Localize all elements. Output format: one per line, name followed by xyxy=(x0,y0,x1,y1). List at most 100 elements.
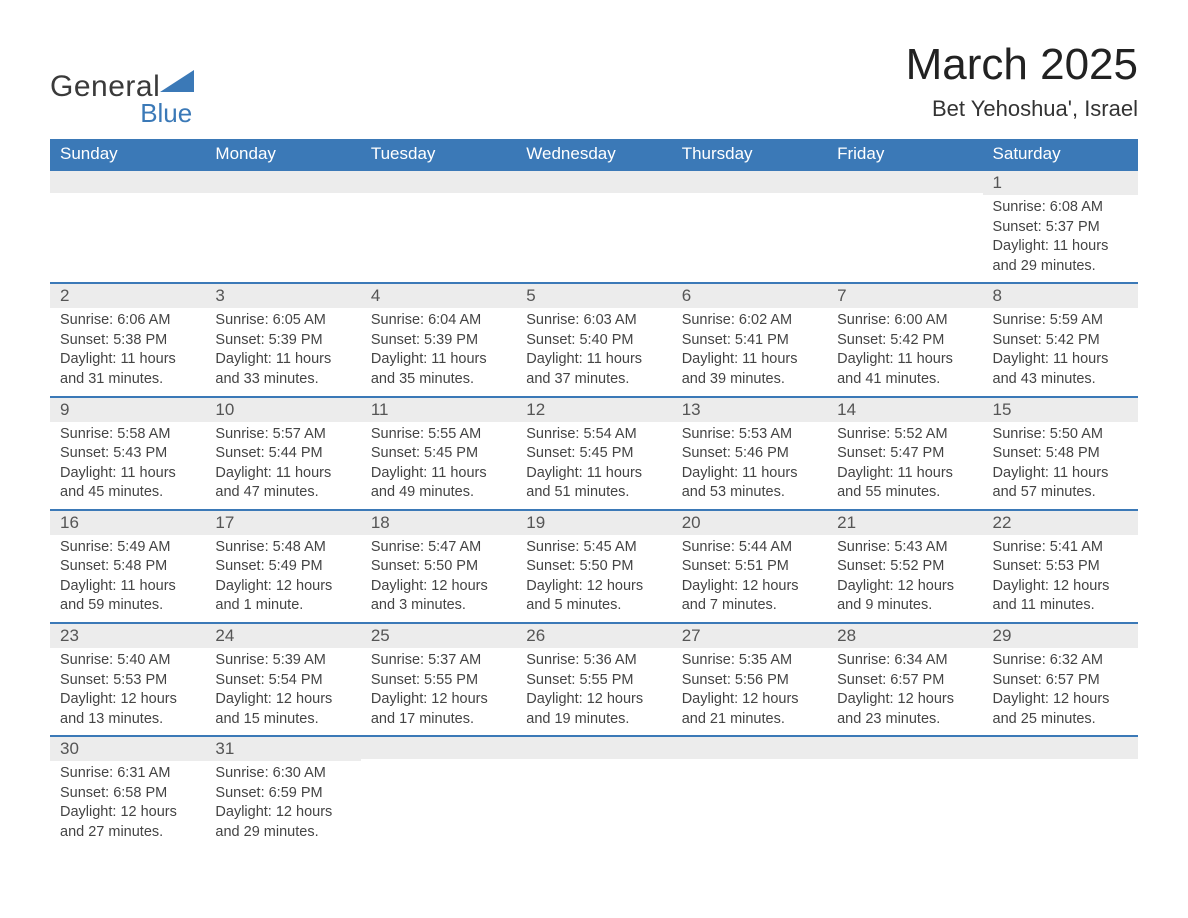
daylight-line: Daylight: 12 hours and 27 minutes. xyxy=(60,803,195,842)
day-details xyxy=(361,759,516,829)
day-number: 9 xyxy=(50,398,205,422)
weekday-header: Wednesday xyxy=(516,139,671,170)
daylight-line: Daylight: 11 hours and 55 minutes. xyxy=(837,464,972,503)
sunrise-line: Sunrise: 5:53 AM xyxy=(682,425,817,445)
month-title: March 2025 xyxy=(906,40,1138,90)
day-number xyxy=(827,737,982,759)
day-number: 12 xyxy=(516,398,671,422)
sunset-line: Sunset: 5:45 PM xyxy=(371,444,506,464)
sunset-line: Sunset: 6:58 PM xyxy=(60,784,195,804)
calendar-cell: 7Sunrise: 6:00 AMSunset: 5:42 PMDaylight… xyxy=(827,283,982,396)
weekday-header: Monday xyxy=(205,139,360,170)
weekday-header: Thursday xyxy=(672,139,827,170)
calendar-cell: 21Sunrise: 5:43 AMSunset: 5:52 PMDayligh… xyxy=(827,510,982,623)
sunrise-line: Sunrise: 6:03 AM xyxy=(526,311,661,331)
day-number: 8 xyxy=(983,284,1138,308)
day-details xyxy=(827,193,982,263)
calendar-cell: 6Sunrise: 6:02 AMSunset: 5:41 PMDaylight… xyxy=(672,283,827,396)
day-details: Sunrise: 5:40 AMSunset: 5:53 PMDaylight:… xyxy=(50,648,205,735)
daylight-line: Daylight: 11 hours and 37 minutes. xyxy=(526,350,661,389)
calendar-table: SundayMondayTuesdayWednesdayThursdayFrid… xyxy=(50,139,1138,849)
weekday-header: Sunday xyxy=(50,139,205,170)
sunset-line: Sunset: 5:48 PM xyxy=(60,557,195,577)
calendar-cell: 11Sunrise: 5:55 AMSunset: 5:45 PMDayligh… xyxy=(361,397,516,510)
sunset-line: Sunset: 5:39 PM xyxy=(215,331,350,351)
calendar-cell xyxy=(516,736,671,848)
calendar-cell: 3Sunrise: 6:05 AMSunset: 5:39 PMDaylight… xyxy=(205,283,360,396)
calendar-cell xyxy=(50,170,205,283)
sunrise-line: Sunrise: 5:36 AM xyxy=(526,651,661,671)
calendar-cell: 29Sunrise: 6:32 AMSunset: 6:57 PMDayligh… xyxy=(983,623,1138,736)
sunrise-line: Sunrise: 5:37 AM xyxy=(371,651,506,671)
sunrise-line: Sunrise: 6:30 AM xyxy=(215,764,350,784)
sunset-line: Sunset: 5:50 PM xyxy=(371,557,506,577)
day-details: Sunrise: 6:05 AMSunset: 5:39 PMDaylight:… xyxy=(205,308,360,395)
sunset-line: Sunset: 5:37 PM xyxy=(993,218,1128,238)
day-details xyxy=(205,193,360,263)
day-details: Sunrise: 6:00 AMSunset: 5:42 PMDaylight:… xyxy=(827,308,982,395)
daylight-line: Daylight: 12 hours and 1 minute. xyxy=(215,577,350,616)
day-number: 21 xyxy=(827,511,982,535)
day-details: Sunrise: 5:36 AMSunset: 5:55 PMDaylight:… xyxy=(516,648,671,735)
daylight-line: Daylight: 11 hours and 51 minutes. xyxy=(526,464,661,503)
day-details: Sunrise: 6:30 AMSunset: 6:59 PMDaylight:… xyxy=(205,761,360,848)
day-number xyxy=(672,171,827,193)
calendar-cell: 18Sunrise: 5:47 AMSunset: 5:50 PMDayligh… xyxy=(361,510,516,623)
calendar-cell xyxy=(827,736,982,848)
day-details: Sunrise: 5:50 AMSunset: 5:48 PMDaylight:… xyxy=(983,422,1138,509)
day-details: Sunrise: 6:03 AMSunset: 5:40 PMDaylight:… xyxy=(516,308,671,395)
day-details: Sunrise: 5:35 AMSunset: 5:56 PMDaylight:… xyxy=(672,648,827,735)
day-number: 26 xyxy=(516,624,671,648)
calendar-body: 1Sunrise: 6:08 AMSunset: 5:37 PMDaylight… xyxy=(50,170,1138,849)
sunset-line: Sunset: 6:57 PM xyxy=(993,671,1128,691)
day-details xyxy=(672,193,827,263)
day-number xyxy=(516,171,671,193)
day-details: Sunrise: 6:08 AMSunset: 5:37 PMDaylight:… xyxy=(983,195,1138,282)
calendar-cell: 5Sunrise: 6:03 AMSunset: 5:40 PMDaylight… xyxy=(516,283,671,396)
calendar-cell: 8Sunrise: 5:59 AMSunset: 5:42 PMDaylight… xyxy=(983,283,1138,396)
calendar-cell: 24Sunrise: 5:39 AMSunset: 5:54 PMDayligh… xyxy=(205,623,360,736)
calendar-cell xyxy=(361,736,516,848)
sunrise-line: Sunrise: 5:54 AM xyxy=(526,425,661,445)
calendar-cell: 22Sunrise: 5:41 AMSunset: 5:53 PMDayligh… xyxy=(983,510,1138,623)
location-subtitle: Bet Yehoshua', Israel xyxy=(906,96,1138,122)
day-details: Sunrise: 5:52 AMSunset: 5:47 PMDaylight:… xyxy=(827,422,982,509)
sunset-line: Sunset: 5:50 PM xyxy=(526,557,661,577)
day-details: Sunrise: 5:57 AMSunset: 5:44 PMDaylight:… xyxy=(205,422,360,509)
day-number: 30 xyxy=(50,737,205,761)
sunset-line: Sunset: 5:40 PM xyxy=(526,331,661,351)
daylight-line: Daylight: 11 hours and 49 minutes. xyxy=(371,464,506,503)
weekday-header: Tuesday xyxy=(361,139,516,170)
calendar-cell: 20Sunrise: 5:44 AMSunset: 5:51 PMDayligh… xyxy=(672,510,827,623)
day-details: Sunrise: 5:41 AMSunset: 5:53 PMDaylight:… xyxy=(983,535,1138,622)
calendar-cell xyxy=(827,170,982,283)
day-number xyxy=(827,171,982,193)
sunrise-line: Sunrise: 5:58 AM xyxy=(60,425,195,445)
daylight-line: Daylight: 11 hours and 33 minutes. xyxy=(215,350,350,389)
day-number: 11 xyxy=(361,398,516,422)
sunrise-line: Sunrise: 6:08 AM xyxy=(993,198,1128,218)
calendar-cell xyxy=(205,170,360,283)
daylight-line: Daylight: 12 hours and 17 minutes. xyxy=(371,690,506,729)
day-details: Sunrise: 5:54 AMSunset: 5:45 PMDaylight:… xyxy=(516,422,671,509)
day-number xyxy=(205,171,360,193)
calendar-cell: 16Sunrise: 5:49 AMSunset: 5:48 PMDayligh… xyxy=(50,510,205,623)
daylight-line: Daylight: 12 hours and 13 minutes. xyxy=(60,690,195,729)
sunrise-line: Sunrise: 5:48 AM xyxy=(215,538,350,558)
calendar-cell: 9Sunrise: 5:58 AMSunset: 5:43 PMDaylight… xyxy=(50,397,205,510)
daylight-line: Daylight: 11 hours and 35 minutes. xyxy=(371,350,506,389)
day-details: Sunrise: 5:37 AMSunset: 5:55 PMDaylight:… xyxy=(361,648,516,735)
sunrise-line: Sunrise: 5:57 AM xyxy=(215,425,350,445)
calendar-cell: 13Sunrise: 5:53 AMSunset: 5:46 PMDayligh… xyxy=(672,397,827,510)
weekday-header: Friday xyxy=(827,139,982,170)
sunset-line: Sunset: 5:56 PM xyxy=(682,671,817,691)
calendar-cell xyxy=(983,736,1138,848)
day-details: Sunrise: 5:44 AMSunset: 5:51 PMDaylight:… xyxy=(672,535,827,622)
sunset-line: Sunset: 5:51 PM xyxy=(682,557,817,577)
daylight-line: Daylight: 11 hours and 45 minutes. xyxy=(60,464,195,503)
day-details: Sunrise: 6:34 AMSunset: 6:57 PMDaylight:… xyxy=(827,648,982,735)
sunrise-line: Sunrise: 5:47 AM xyxy=(371,538,506,558)
calendar-cell: 12Sunrise: 5:54 AMSunset: 5:45 PMDayligh… xyxy=(516,397,671,510)
calendar-cell: 10Sunrise: 5:57 AMSunset: 5:44 PMDayligh… xyxy=(205,397,360,510)
day-details: Sunrise: 5:53 AMSunset: 5:46 PMDaylight:… xyxy=(672,422,827,509)
